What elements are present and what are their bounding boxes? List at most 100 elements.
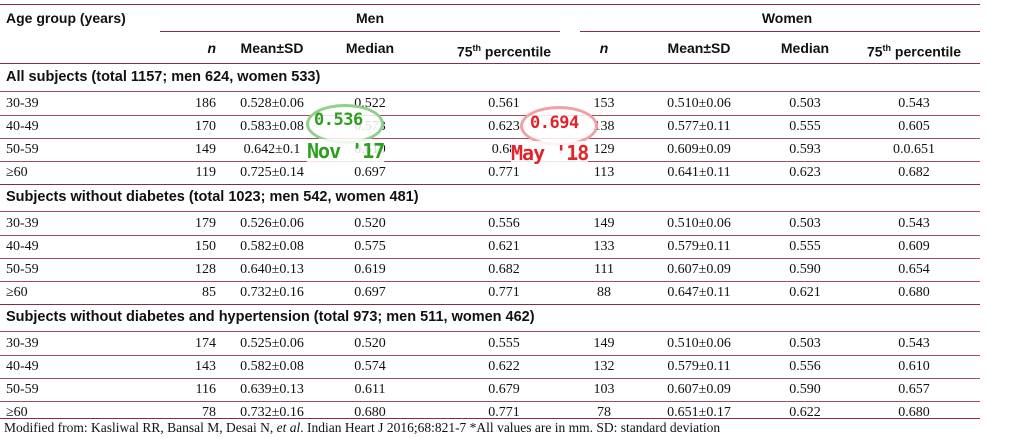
row-rule [0,355,980,356]
women-mean-cell: 0.510±0.06 [667,216,731,231]
age-cell: 50-59 [6,142,39,157]
men-mean-cell: 0.640±0.13 [240,262,304,277]
table-bottom-rule [0,418,980,419]
men-n-cell: 174 [195,336,216,351]
table-top-rule [0,4,980,5]
red-annotation-value: 0.694 [530,113,579,133]
men-mean-cell: 0.525±0.06 [240,336,304,351]
women-75th-cell: 0.543 [898,96,930,111]
row-rule [0,161,980,162]
women-median-cell: 0.590 [789,262,821,277]
men-median-cell: 0.680 [354,405,386,420]
table-row: 50-59 128 0.640±0.13 0.619 0.682 111 0.6… [0,259,980,281]
age-cell: 30-39 [6,216,39,231]
header-women-n: n [599,40,609,56]
men-median-cell: 0.619 [354,262,386,277]
header-men-mean-sd: Mean±SD [240,40,304,56]
header-women-median: Median [780,40,830,56]
age-cell: ≥60 [6,285,28,300]
men-75th-cell: 0.555 [488,336,520,351]
men-75th-cell: 0.679 [488,382,520,397]
men-75th-cell: 0.561 [488,96,520,111]
men-n-cell: 85 [202,285,216,300]
men-75th-cell: 0.556 [488,216,520,231]
section-title: All subjects (total 1157; men 624, women… [6,69,321,85]
table-row: 50-59 149 0.642±0.1 0.619 0.68 129 0.609… [0,139,980,161]
women-mean-cell: 0.577±0.11 [667,119,731,134]
women-75th-cell: 0.682 [898,165,930,180]
women-n-cell: 153 [593,96,615,111]
men-mean-cell: 0.732±0.16 [240,405,304,420]
section-title-row: All subjects (total 1157; men 624, women… [0,66,980,88]
header-age-group: Age group (years) [6,10,126,26]
women-median-cell: 0.556 [789,359,821,374]
age-cell: 30-39 [6,336,39,351]
section-rule [0,211,980,212]
header-men-75th: 75th percentile [456,43,552,60]
women-mean-cell: 0.579±0.11 [667,239,731,254]
men-underline [160,31,560,32]
table-row: ≥60 78 0.732±0.16 0.680 0.771 78 0.651±0… [0,402,980,424]
men-75th-cell: 0.68 [491,142,517,157]
men-75th-cell: 0.771 [488,165,520,180]
men-n-cell: 150 [195,239,216,254]
row-rule [0,258,980,259]
section-rule [0,304,980,305]
men-75th-cell: 0.623 [488,119,520,134]
table-row: ≥60 119 0.725±0.14 0.697 0.771 113 0.641… [0,162,980,184]
men-n-cell: 179 [195,216,216,231]
header-bottom-rule [0,63,980,64]
green-annotation-label: Nov '17 [307,139,385,163]
women-median-cell: 0.503 [789,336,821,351]
women-n-cell: 78 [597,405,611,420]
women-median-cell: 0.623 [789,165,821,180]
section-rule [0,91,980,92]
header-men: Men [356,10,384,26]
men-n-cell: 119 [195,165,216,180]
men-mean-cell: 0.732±0.16 [240,285,304,300]
age-cell: 40-49 [6,359,39,374]
women-n-cell: 149 [593,336,615,351]
men-75th-cell: 0.771 [488,285,520,300]
women-75th-cell: 0.610 [898,359,930,374]
women-n-cell: 103 [593,382,615,397]
women-n-cell: 133 [593,239,615,254]
women-median-cell: 0.590 [789,382,821,397]
table-row: 30-39 179 0.526±0.06 0.520 0.556 149 0.5… [0,213,980,235]
section-title-row: Subjects without diabetes (total 1023; m… [0,186,980,208]
women-n-cell: 132 [593,359,615,374]
women-n-cell: 138 [593,119,615,134]
men-mean-cell: 0.582±0.08 [240,239,304,254]
women-mean-cell: 0.510±0.06 [667,96,731,111]
women-mean-cell: 0.510±0.06 [667,336,731,351]
men-mean-cell: 0.639±0.13 [240,382,304,397]
men-mean-cell: 0.526±0.06 [240,216,304,231]
table-row: ≥60 85 0.732±0.16 0.697 0.771 88 0.647±0… [0,282,980,304]
header-women-75th: 75th percentile [866,43,962,60]
women-mean-cell: 0.609±0.09 [667,142,731,157]
row-rule [0,138,980,139]
table-row: 30-39 186 0.528±0.06 0.522 0.561 153 0.5… [0,93,980,115]
age-cell: 40-49 [6,239,39,254]
header-row-groups: Age group (years) Men Women [0,7,980,29]
table-row: 40-49 143 0.582±0.08 0.574 0.622 132 0.5… [0,356,980,378]
men-median-cell: 0.520 [354,216,386,231]
age-cell: 40-49 [6,119,39,134]
women-median-cell: 0.622 [789,405,821,420]
red-annotation-label: May '18 [511,141,589,165]
age-cell: 50-59 [6,382,39,397]
women-mean-cell: 0.651±0.17 [667,405,731,420]
women-n-cell: 129 [593,142,615,157]
women-n-cell: 113 [593,165,615,180]
women-n-cell: 111 [594,262,614,277]
women-75th-cell: 0.657 [898,382,930,397]
header-women-mean-sd: Mean±SD [667,40,731,56]
men-n-cell: 128 [195,262,216,277]
men-mean-cell: 0.583±0.08 [240,119,304,134]
row-rule [0,115,980,116]
header-men-n: n [207,40,216,56]
men-n-cell: 170 [195,119,216,134]
women-median-cell: 0.503 [789,96,821,111]
men-mean-cell: 0.582±0.08 [240,359,304,374]
women-underline [580,31,980,32]
